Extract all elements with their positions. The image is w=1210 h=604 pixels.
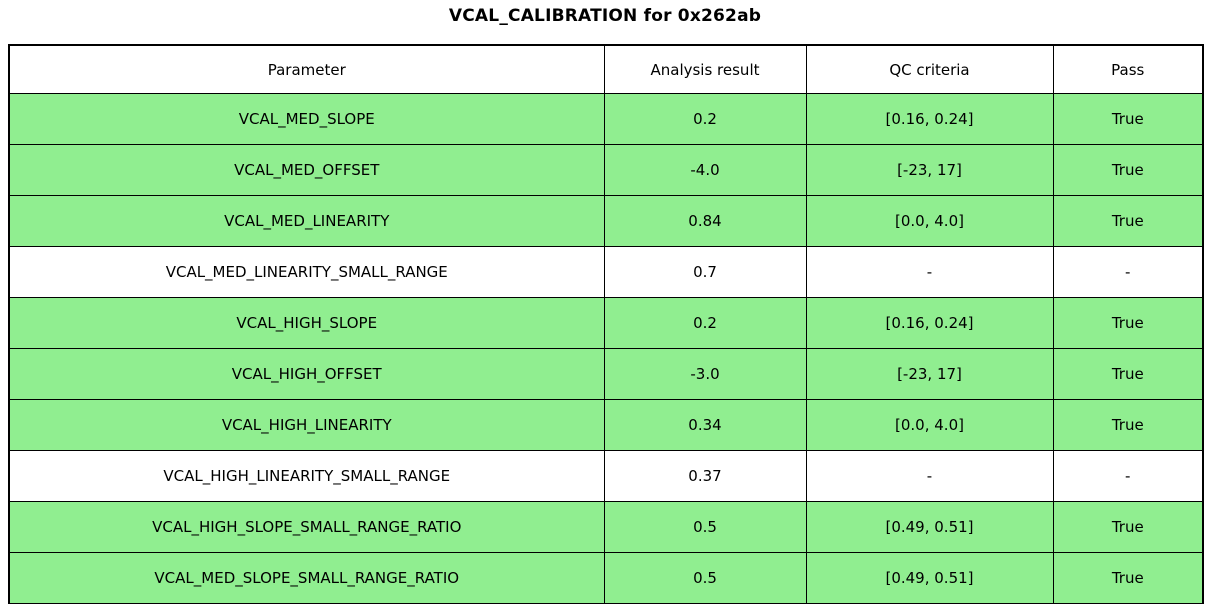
qc-criteria-cell: -: [805, 450, 1054, 502]
qc-criteria-cell: [-23, 17]: [805, 348, 1054, 400]
parameter-cell: VCAL_MED_SLOPE_SMALL_RANGE_RATIO: [8, 552, 605, 604]
table-row: VCAL_MED_SLOPE 0.2 [0.16, 0.24] True: [8, 93, 1204, 145]
table-header: Parameter Analysis result QC criteria Pa…: [8, 44, 1204, 94]
page-title: VCAL_CALIBRATION for 0x262ab: [448, 6, 762, 26]
parameter-cell: VCAL_HIGH_SLOPE_SMALL_RANGE_RATIO: [8, 501, 605, 553]
parameter-cell: VCAL_MED_SLOPE: [8, 93, 605, 145]
analysis-result-cell: -4.0: [603, 144, 807, 196]
analysis-result-cell: 0.2: [603, 93, 807, 145]
qc-criteria-cell: [0.16, 0.24]: [805, 93, 1054, 145]
pass-cell: True: [1052, 501, 1204, 553]
table-row: VCAL_MED_SLOPE_SMALL_RANGE_RATIO 0.5 [0.…: [8, 552, 1204, 604]
qc-criteria-cell: [-23, 17]: [805, 144, 1054, 196]
table-row: VCAL_HIGH_OFFSET -3.0 [-23, 17] True: [8, 348, 1204, 400]
qc-criteria-cell: [0.0, 4.0]: [805, 399, 1054, 451]
column-header-qc-criteria: QC criteria: [805, 44, 1054, 94]
table-row: VCAL_MED_OFFSET -4.0 [-23, 17] True: [8, 144, 1204, 196]
analysis-result-cell: 0.84: [603, 195, 807, 247]
parameter-cell: VCAL_HIGH_LINEARITY_SMALL_RANGE: [8, 450, 605, 502]
table-row: VCAL_HIGH_SLOPE_SMALL_RANGE_RATIO 0.5 [0…: [8, 501, 1204, 553]
table-row: VCAL_MED_LINEARITY 0.84 [0.0, 4.0] True: [8, 195, 1204, 247]
parameter-cell: VCAL_MED_LINEARITY: [8, 195, 605, 247]
analysis-result-cell: -3.0: [603, 348, 807, 400]
header-row: Parameter Analysis result QC criteria Pa…: [8, 44, 1204, 94]
qc-criteria-cell: [0.49, 0.51]: [805, 501, 1054, 553]
pass-cell: True: [1052, 144, 1204, 196]
analysis-result-cell: 0.5: [603, 552, 807, 604]
pass-cell: True: [1052, 297, 1204, 349]
analysis-result-cell: 0.34: [603, 399, 807, 451]
column-header-parameter: Parameter: [8, 44, 605, 94]
table-row: VCAL_HIGH_LINEARITY 0.34 [0.0, 4.0] True: [8, 399, 1204, 451]
pass-cell: True: [1052, 552, 1204, 604]
table-row: VCAL_HIGH_LINEARITY_SMALL_RANGE 0.37 - -: [8, 450, 1204, 502]
parameter-cell: VCAL_HIGH_SLOPE: [8, 297, 605, 349]
analysis-result-cell: 0.5: [603, 501, 807, 553]
analysis-result-cell: 0.37: [603, 450, 807, 502]
qc-criteria-cell: -: [805, 246, 1054, 298]
table-body: VCAL_MED_SLOPE 0.2 [0.16, 0.24] True VCA…: [8, 93, 1204, 604]
pass-cell: True: [1052, 195, 1204, 247]
pass-cell: -: [1052, 450, 1204, 502]
qc-criteria-cell: [0.16, 0.24]: [805, 297, 1054, 349]
table-row: VCAL_HIGH_SLOPE 0.2 [0.16, 0.24] True: [8, 297, 1204, 349]
parameter-cell: VCAL_HIGH_LINEARITY: [8, 399, 605, 451]
qc-criteria-cell: [0.49, 0.51]: [805, 552, 1054, 604]
pass-cell: True: [1052, 348, 1204, 400]
qc-criteria-cell: [0.0, 4.0]: [805, 195, 1054, 247]
pass-cell: -: [1052, 246, 1204, 298]
column-header-analysis-result: Analysis result: [603, 44, 807, 94]
table-row: VCAL_MED_LINEARITY_SMALL_RANGE 0.7 - -: [8, 246, 1204, 298]
analysis-result-cell: 0.2: [603, 297, 807, 349]
analysis-result-cell: 0.7: [603, 246, 807, 298]
parameter-cell: VCAL_MED_LINEARITY_SMALL_RANGE: [8, 246, 605, 298]
pass-cell: True: [1052, 399, 1204, 451]
qc-criteria-table: Parameter Analysis result QC criteria Pa…: [8, 44, 1204, 604]
pass-cell: True: [1052, 93, 1204, 145]
column-header-pass: Pass: [1052, 44, 1204, 94]
parameter-cell: VCAL_MED_OFFSET: [8, 144, 605, 196]
parameter-cell: VCAL_HIGH_OFFSET: [8, 348, 605, 400]
